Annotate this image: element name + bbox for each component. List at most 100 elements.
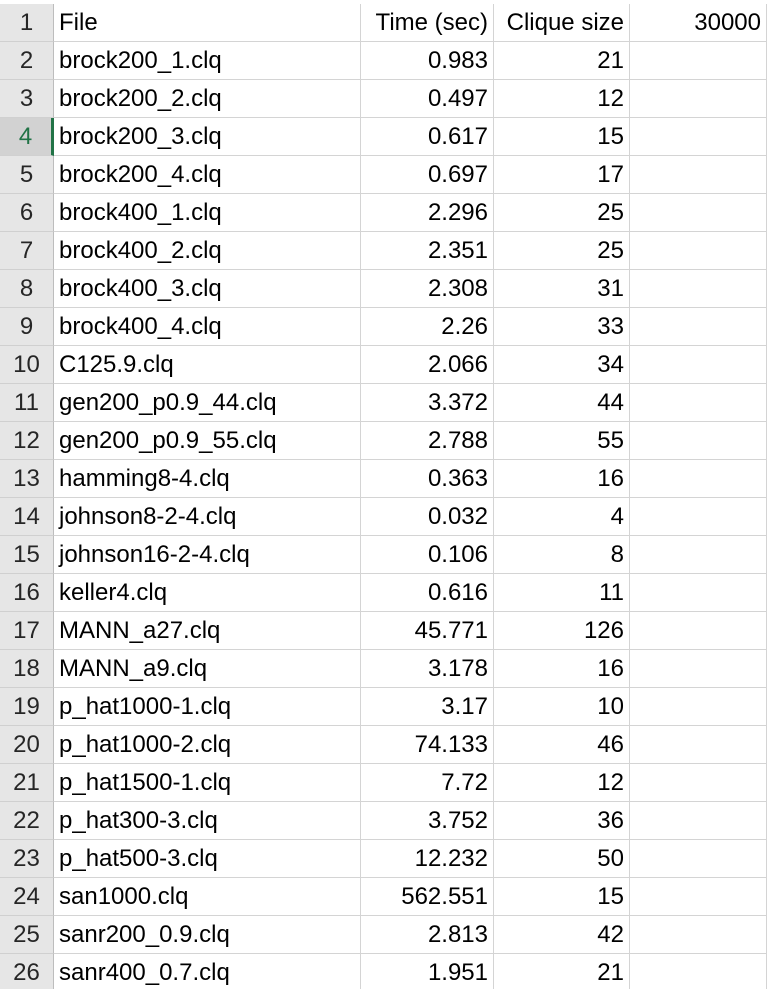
row-header[interactable]: 26: [0, 954, 54, 989]
cell-file[interactable]: brock400_2.clq: [54, 232, 361, 270]
cell-col-d[interactable]: [630, 802, 767, 840]
cell-clique-size[interactable]: 8: [494, 536, 630, 574]
cell-col-d[interactable]: 30000: [630, 4, 767, 42]
cell-clique-size[interactable]: 4: [494, 498, 630, 536]
row-header[interactable]: 19: [0, 688, 54, 726]
cell-col-d[interactable]: [630, 574, 767, 612]
cell-file[interactable]: keller4.clq: [54, 574, 361, 612]
cell-file[interactable]: sanr400_0.7.clq: [54, 954, 361, 989]
cell-time[interactable]: 0.983: [361, 42, 494, 80]
row-header[interactable]: 21: [0, 764, 54, 802]
cell-file[interactable]: brock400_3.clq: [54, 270, 361, 308]
cell-time[interactable]: 0.363: [361, 460, 494, 498]
cell-col-d[interactable]: [630, 498, 767, 536]
row-header[interactable]: 24: [0, 878, 54, 916]
row-header[interactable]: 9: [0, 308, 54, 346]
cell-time[interactable]: 562.551: [361, 878, 494, 916]
cell-file[interactable]: johnson16-2-4.clq: [54, 536, 361, 574]
cell-clique-size[interactable]: 21: [494, 954, 630, 989]
cell-clique-size[interactable]: 21: [494, 42, 630, 80]
row-header[interactable]: 12: [0, 422, 54, 460]
cell-time[interactable]: 2.788: [361, 422, 494, 460]
cell-clique-size[interactable]: 33: [494, 308, 630, 346]
row-header[interactable]: 20: [0, 726, 54, 764]
row-header[interactable]: 15: [0, 536, 54, 574]
row-header[interactable]: 2: [0, 42, 54, 80]
cell-time[interactable]: 0.616: [361, 574, 494, 612]
row-header[interactable]: 8: [0, 270, 54, 308]
cell-col-d[interactable]: [630, 194, 767, 232]
row-header[interactable]: 18: [0, 650, 54, 688]
cell-time[interactable]: 0.617: [361, 118, 494, 156]
row-header[interactable]: 5: [0, 156, 54, 194]
cell-file[interactable]: p_hat500-3.clq: [54, 840, 361, 878]
cell-time[interactable]: 3.372: [361, 384, 494, 422]
row-header[interactable]: 16: [0, 574, 54, 612]
cell-col-d[interactable]: [630, 612, 767, 650]
cell-file[interactable]: brock200_3.clq: [54, 118, 361, 156]
cell-clique-size[interactable]: 46: [494, 726, 630, 764]
cell-col-d[interactable]: [630, 954, 767, 989]
cell-col-d[interactable]: [630, 460, 767, 498]
cell-clique-size[interactable]: 25: [494, 194, 630, 232]
cell-col-d[interactable]: [630, 346, 767, 384]
cell-file[interactable]: p_hat1000-2.clq: [54, 726, 361, 764]
cell-col-d[interactable]: [630, 118, 767, 156]
cell-time[interactable]: 2.308: [361, 270, 494, 308]
cell-file[interactable]: gen200_p0.9_55.clq: [54, 422, 361, 460]
cell-file[interactable]: brock200_1.clq: [54, 42, 361, 80]
cell-clique-size[interactable]: 12: [494, 80, 630, 118]
cell-clique-size[interactable]: 16: [494, 460, 630, 498]
cell-time[interactable]: 3.17: [361, 688, 494, 726]
cell-time[interactable]: 2.351: [361, 232, 494, 270]
cell-col-d[interactable]: [630, 156, 767, 194]
row-header[interactable]: 10: [0, 346, 54, 384]
cell-time[interactable]: 0.497: [361, 80, 494, 118]
row-header[interactable]: 22: [0, 802, 54, 840]
row-header[interactable]: 6: [0, 194, 54, 232]
cell-time[interactable]: Time (sec): [361, 4, 494, 42]
cell-clique-size[interactable]: 44: [494, 384, 630, 422]
cell-col-d[interactable]: [630, 650, 767, 688]
cell-time[interactable]: 2.26: [361, 308, 494, 346]
row-header[interactable]: 7: [0, 232, 54, 270]
cell-time[interactable]: 2.813: [361, 916, 494, 954]
cell-time[interactable]: 2.296: [361, 194, 494, 232]
cell-clique-size[interactable]: 55: [494, 422, 630, 460]
cell-clique-size[interactable]: 17: [494, 156, 630, 194]
cell-time[interactable]: 3.178: [361, 650, 494, 688]
cell-col-d[interactable]: [630, 270, 767, 308]
row-header[interactable]: 11: [0, 384, 54, 422]
cell-file[interactable]: brock400_4.clq: [54, 308, 361, 346]
row-header[interactable]: 1: [0, 4, 54, 42]
cell-col-d[interactable]: [630, 384, 767, 422]
cell-col-d[interactable]: [630, 232, 767, 270]
cell-file[interactable]: san1000.clq: [54, 878, 361, 916]
cell-clique-size[interactable]: 11: [494, 574, 630, 612]
cell-col-d[interactable]: [630, 80, 767, 118]
cell-clique-size[interactable]: 126: [494, 612, 630, 650]
cell-clique-size[interactable]: 50: [494, 840, 630, 878]
cell-time[interactable]: 2.066: [361, 346, 494, 384]
cell-clique-size[interactable]: Clique size: [494, 4, 630, 42]
cell-file[interactable]: brock400_1.clq: [54, 194, 361, 232]
cell-col-d[interactable]: [630, 878, 767, 916]
cell-clique-size[interactable]: 25: [494, 232, 630, 270]
cell-col-d[interactable]: [630, 726, 767, 764]
cell-col-d[interactable]: [630, 688, 767, 726]
cell-file[interactable]: p_hat1000-1.clq: [54, 688, 361, 726]
cell-col-d[interactable]: [630, 422, 767, 460]
row-header[interactable]: 13: [0, 460, 54, 498]
row-header[interactable]: 17: [0, 612, 54, 650]
cell-col-d[interactable]: [630, 42, 767, 80]
cell-clique-size[interactable]: 31: [494, 270, 630, 308]
row-header[interactable]: 25: [0, 916, 54, 954]
cell-time[interactable]: 0.032: [361, 498, 494, 536]
cell-clique-size[interactable]: 12: [494, 764, 630, 802]
cell-time[interactable]: 1.951: [361, 954, 494, 989]
cell-file[interactable]: p_hat1500-1.clq: [54, 764, 361, 802]
row-header[interactable]: 4: [0, 118, 54, 156]
cell-clique-size[interactable]: 16: [494, 650, 630, 688]
cell-file[interactable]: p_hat300-3.clq: [54, 802, 361, 840]
cell-col-d[interactable]: [630, 308, 767, 346]
